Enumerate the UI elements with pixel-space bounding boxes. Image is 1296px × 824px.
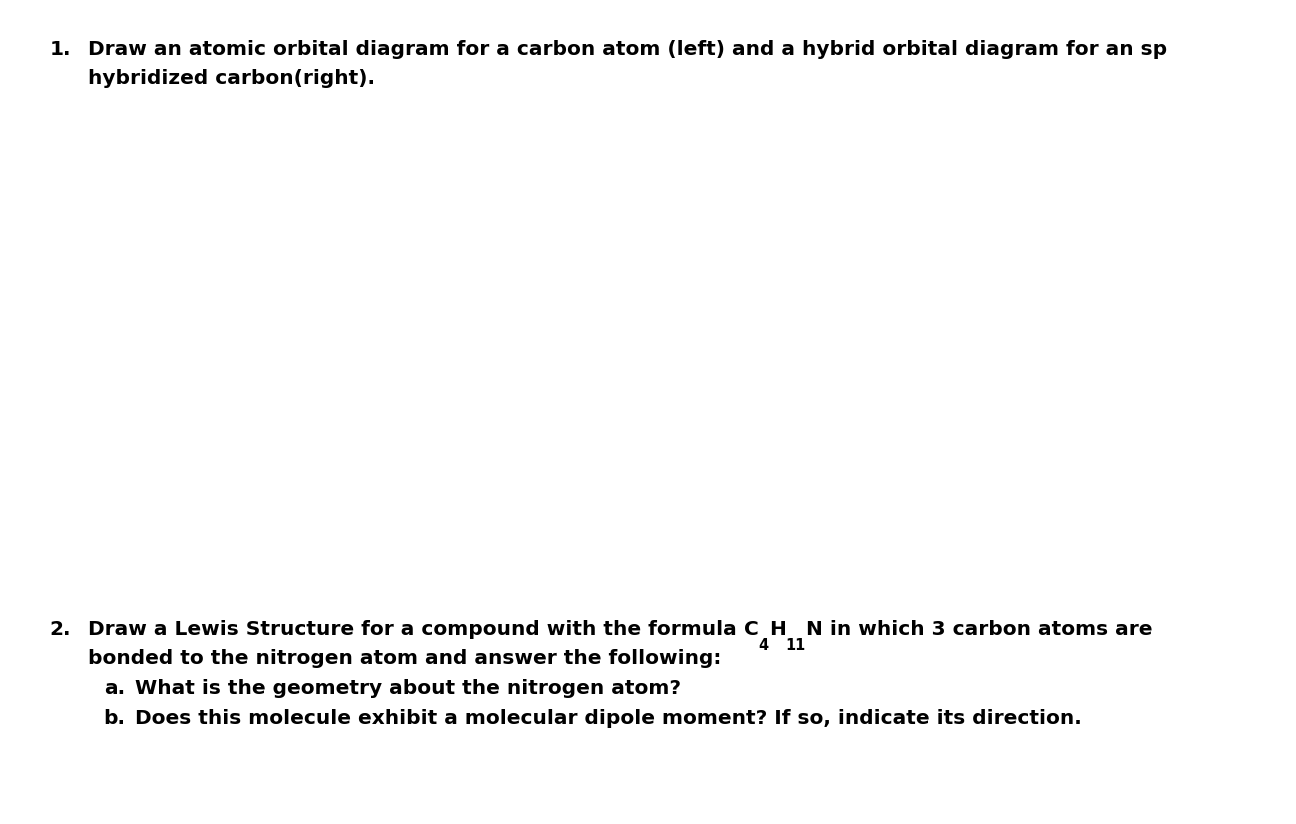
Text: H: H [769, 620, 785, 639]
Text: Draw a Lewis Structure for a compound with the formula: Draw a Lewis Structure for a compound wi… [88, 620, 744, 639]
Text: a.: a. [104, 679, 124, 698]
Text: Draw an atomic orbital diagram for a carbon atom (left) and a hybrid orbital dia: Draw an atomic orbital diagram for a car… [88, 40, 1168, 59]
Text: 1.: 1. [49, 40, 71, 59]
Text: 4: 4 [758, 638, 769, 653]
Text: 11: 11 [785, 638, 806, 653]
Text: C: C [744, 620, 758, 639]
Text: hybridized carbon(right).: hybridized carbon(right). [88, 69, 375, 88]
Text: 2.: 2. [49, 620, 71, 639]
Text: b.: b. [104, 709, 126, 728]
Text: Does this molecule exhibit a molecular dipole moment? If so, indicate its direct: Does this molecule exhibit a molecular d… [135, 709, 1082, 728]
Text: N in which 3 carbon atoms are: N in which 3 carbon atoms are [806, 620, 1152, 639]
Text: bonded to the nitrogen atom and answer the following:: bonded to the nitrogen atom and answer t… [88, 649, 722, 668]
Text: What is the geometry about the nitrogen atom?: What is the geometry about the nitrogen … [135, 679, 680, 698]
